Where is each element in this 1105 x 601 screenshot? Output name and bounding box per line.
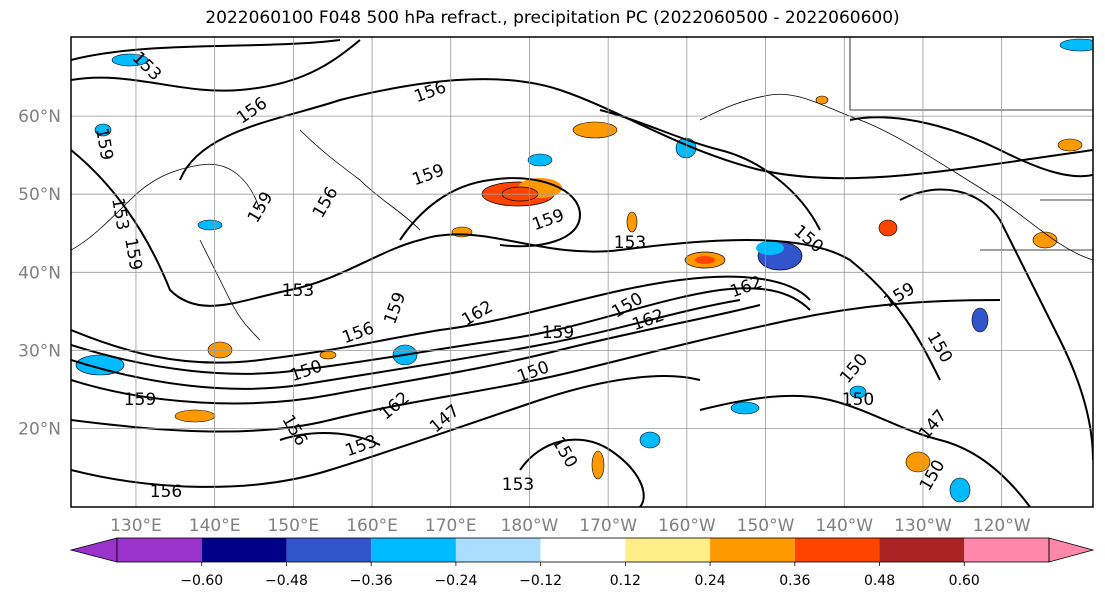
contour-label: 153 [614, 233, 646, 253]
colorbar-extend-low [69, 537, 118, 563]
colorbar-tick-label: −0.12 [519, 573, 562, 589]
lon-tick-label: 170°E [425, 516, 477, 536]
contour-label: 153 [502, 475, 534, 495]
contour-label: 153 [282, 281, 314, 301]
colorbar-tick-label: 0.48 [864, 573, 895, 589]
colorbar-segment [879, 538, 965, 562]
contour-label: 156 [150, 482, 182, 502]
colorbar-segment [117, 538, 202, 562]
lon-tick-label: 120°W [973, 516, 1031, 536]
colorbar-tick-label: −0.36 [350, 573, 393, 589]
lat-tick-label: 30°N [18, 341, 61, 361]
colorbar-tick-label: −0.60 [180, 573, 223, 589]
colorbar-segment [455, 538, 541, 562]
lat-tick-label: 60°N [18, 107, 61, 127]
lat-tick-label: 20°N [18, 420, 61, 440]
colorbar-segment [371, 538, 456, 562]
colorbar-segment [710, 538, 795, 562]
colorbar-segment [286, 538, 372, 562]
lon-tick-label: 140°E [189, 516, 241, 536]
contour-label: 159 [542, 323, 574, 343]
lon-tick-label: 140°W [815, 516, 873, 536]
graticule [71, 37, 1093, 507]
colorbar-segment [540, 538, 626, 562]
longitude-labels: 130°E 140°E 150°E 160°E 170°E 180°W 170°W 160°W… [110, 516, 1031, 536]
colorbar-tick-label: −0.24 [434, 573, 477, 589]
lon-tick-label: 130°E [110, 516, 162, 536]
colorbar [69, 537, 1095, 563]
lat-tick-label: 40°N [18, 263, 61, 283]
lon-tick-label: 180°W [501, 516, 559, 536]
lat-tick-label: 50°N [18, 185, 61, 205]
colorbar-tick-label: 0.36 [779, 573, 810, 589]
lon-tick-label: 150°E [267, 516, 319, 536]
precip-shading [75, 38, 1093, 503]
lon-tick-label: 160°E [346, 516, 398, 536]
colorbar-tick-label: 0.24 [695, 573, 726, 589]
lon-tick-label: 150°W [737, 516, 795, 536]
contour-label: 150 [842, 390, 874, 410]
coastlines [71, 37, 1093, 341]
colorbar-segment [201, 538, 287, 562]
colorbar-tick-label: 0.60 [949, 573, 980, 589]
contour-lines [71, 39, 1093, 507]
lon-tick-label: 160°W [658, 516, 716, 536]
colorbar-tick-label: −0.48 [265, 573, 308, 589]
colorbar-segment [625, 538, 711, 562]
lon-tick-label: 130°W [894, 516, 952, 536]
map-frame [70, 36, 1094, 508]
contour-label: 159 [124, 390, 156, 410]
latitude-labels: 60°N 50°N 40°N 30°N 20°N [18, 107, 61, 439]
colorbar-labels: −0.60 −0.48 −0.36 −0.24 −0.12 0.12 0.24 0.36 0.4… [180, 562, 980, 589]
lon-tick-label: 170°W [579, 516, 637, 536]
colorbar-segment [964, 538, 1049, 562]
colorbar-segment [794, 538, 880, 562]
chart-title: 2022060100 F048 500 hPa refract., precip… [205, 8, 900, 28]
colorbar-tick-label: 0.12 [610, 573, 641, 589]
colorbar-extend-high [1048, 537, 1095, 563]
colorbar-frame [116, 537, 1050, 563]
